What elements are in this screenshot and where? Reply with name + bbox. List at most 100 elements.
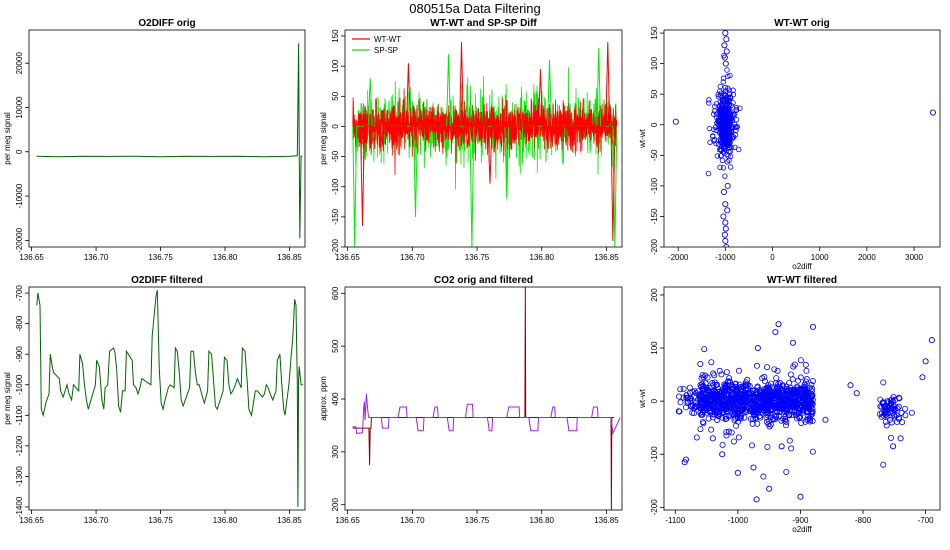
scatter-cloud-point bbox=[728, 129, 734, 135]
x-tick-label: -700 bbox=[918, 516, 935, 525]
scatter-cloud-point bbox=[732, 415, 739, 422]
scatter-cloud-point bbox=[732, 132, 739, 138]
scatter-cloud-point bbox=[705, 388, 712, 395]
y-tick-label: 50 bbox=[650, 89, 659, 98]
scatter-cloud-point bbox=[884, 399, 891, 406]
y-tick-label: -1100 bbox=[15, 405, 24, 425]
x-tick-label: 136.80 bbox=[213, 253, 238, 262]
scatter-point bbox=[722, 201, 729, 208]
scatter-cloud-point bbox=[726, 87, 732, 93]
scatter-cloud-point bbox=[764, 364, 771, 371]
y-tick-label: -150 bbox=[650, 208, 659, 225]
scatter-point bbox=[722, 30, 729, 37]
legend: WT-WT SP-SP bbox=[352, 35, 401, 55]
scatter-cloud-point bbox=[908, 409, 915, 416]
scatter-cloud-point bbox=[750, 410, 757, 417]
scatter-cloud-point bbox=[802, 361, 809, 368]
scatter-point bbox=[890, 443, 897, 450]
y-tick-label: 150 bbox=[650, 26, 659, 40]
scatter-cloud-point bbox=[718, 152, 725, 159]
scatter-cloud-point bbox=[787, 384, 794, 391]
scatter-cloud-point bbox=[786, 406, 793, 413]
scatter-cloud-point bbox=[701, 346, 708, 353]
scatter-cloud-point bbox=[776, 383, 783, 390]
scatter-cloud-point bbox=[735, 367, 742, 374]
scatter-cloud-point bbox=[876, 410, 883, 417]
scatter-cloud-point bbox=[731, 405, 738, 412]
scatter-cloud-point bbox=[777, 405, 784, 412]
scatter-point bbox=[750, 464, 757, 471]
scatter-cloud-point bbox=[706, 100, 712, 106]
figure-title: 080515a Data Filtering bbox=[409, 1, 541, 16]
scatter-cloud-point bbox=[685, 398, 692, 405]
scatter-cloud-point bbox=[785, 393, 792, 400]
panel-title: CO2 orig and filtered bbox=[434, 275, 533, 286]
y-tick-label: -100 bbox=[331, 178, 340, 195]
scatter-cloud-point bbox=[700, 420, 707, 427]
scatter-cloud-point bbox=[882, 405, 889, 412]
scatter-cloud-point bbox=[779, 390, 786, 397]
scatter-cloud-point bbox=[802, 418, 809, 425]
scatter-point bbox=[847, 382, 854, 389]
y-axis-label: wt-wt bbox=[638, 128, 647, 148]
scatter-cloud-point bbox=[719, 157, 726, 164]
scatter-point bbox=[822, 416, 829, 423]
y-tick-label: 20000 bbox=[15, 52, 24, 75]
scatter-cloud-point bbox=[770, 389, 777, 396]
y-tick-label: -200 bbox=[331, 238, 340, 255]
panel-title: WT-WT orig bbox=[774, 18, 830, 29]
scatter-cloud-point bbox=[774, 409, 781, 416]
scatter-point bbox=[772, 329, 779, 336]
scatter-cloud-point bbox=[886, 416, 893, 423]
y-axis-label: per meg signal bbox=[3, 112, 12, 165]
scatter-cloud-point bbox=[722, 383, 729, 390]
scatter-cloud-point bbox=[797, 374, 804, 381]
y-tick-label: 200 bbox=[331, 497, 340, 511]
plot-area bbox=[36, 289, 304, 507]
y-tick-label: 0 bbox=[331, 124, 340, 129]
y-tick-label: -50 bbox=[331, 150, 340, 162]
scatter-cloud-point bbox=[747, 391, 754, 398]
scatter-cloud-point bbox=[779, 398, 786, 405]
scatter-cloud-point bbox=[788, 389, 795, 396]
scatter-point bbox=[797, 493, 804, 500]
scatter-cloud-point bbox=[711, 372, 718, 379]
scatter-cloud-point bbox=[783, 468, 790, 475]
scatter-cloud-point bbox=[895, 403, 902, 410]
scatter-cloud-point bbox=[880, 379, 887, 386]
scatter-cloud-point bbox=[720, 165, 727, 171]
scatter-cloud-point bbox=[718, 147, 725, 154]
scatter-cloud-point bbox=[899, 419, 906, 426]
scatter-cloud-point bbox=[703, 404, 710, 411]
scatter-cloud-point bbox=[715, 118, 721, 124]
x-tick-label: 0 bbox=[770, 253, 775, 262]
y-tick-label: -700 bbox=[15, 285, 24, 302]
scatter-cloud-point bbox=[677, 386, 684, 393]
scatter-cloud-point bbox=[727, 115, 733, 122]
scatter-cloud-point bbox=[709, 379, 716, 386]
x-tick-label: -1100 bbox=[665, 516, 685, 525]
plot-area bbox=[352, 42, 618, 247]
scatter-cloud-point bbox=[723, 369, 730, 376]
scatter-point bbox=[778, 443, 785, 450]
scatter-cloud-point bbox=[809, 377, 816, 384]
scatter-cloud-point bbox=[737, 390, 744, 397]
scatter-cloud-point bbox=[797, 414, 804, 421]
y-tick-label: 500 bbox=[331, 339, 340, 353]
y-tick-label: -1400 bbox=[15, 496, 24, 517]
scatter-cloud-point bbox=[711, 108, 718, 114]
scatter-cloud-point bbox=[724, 97, 730, 103]
axes-frame bbox=[344, 29, 623, 248]
scatter-point bbox=[723, 48, 730, 55]
x-tick-label: 2000 bbox=[858, 253, 876, 262]
scatter-point bbox=[919, 374, 926, 381]
scatter-cloud-point bbox=[730, 438, 737, 445]
x-tick-label: 136.75 bbox=[148, 516, 173, 525]
x-tick-label: 136.70 bbox=[400, 516, 425, 525]
scatter-cloud-point bbox=[808, 381, 815, 388]
scatter-cloud-point bbox=[760, 386, 767, 393]
scatter-cloud-point bbox=[743, 383, 750, 390]
scatter-cloud-point bbox=[729, 382, 736, 389]
scatter-cloud-point bbox=[723, 415, 730, 422]
